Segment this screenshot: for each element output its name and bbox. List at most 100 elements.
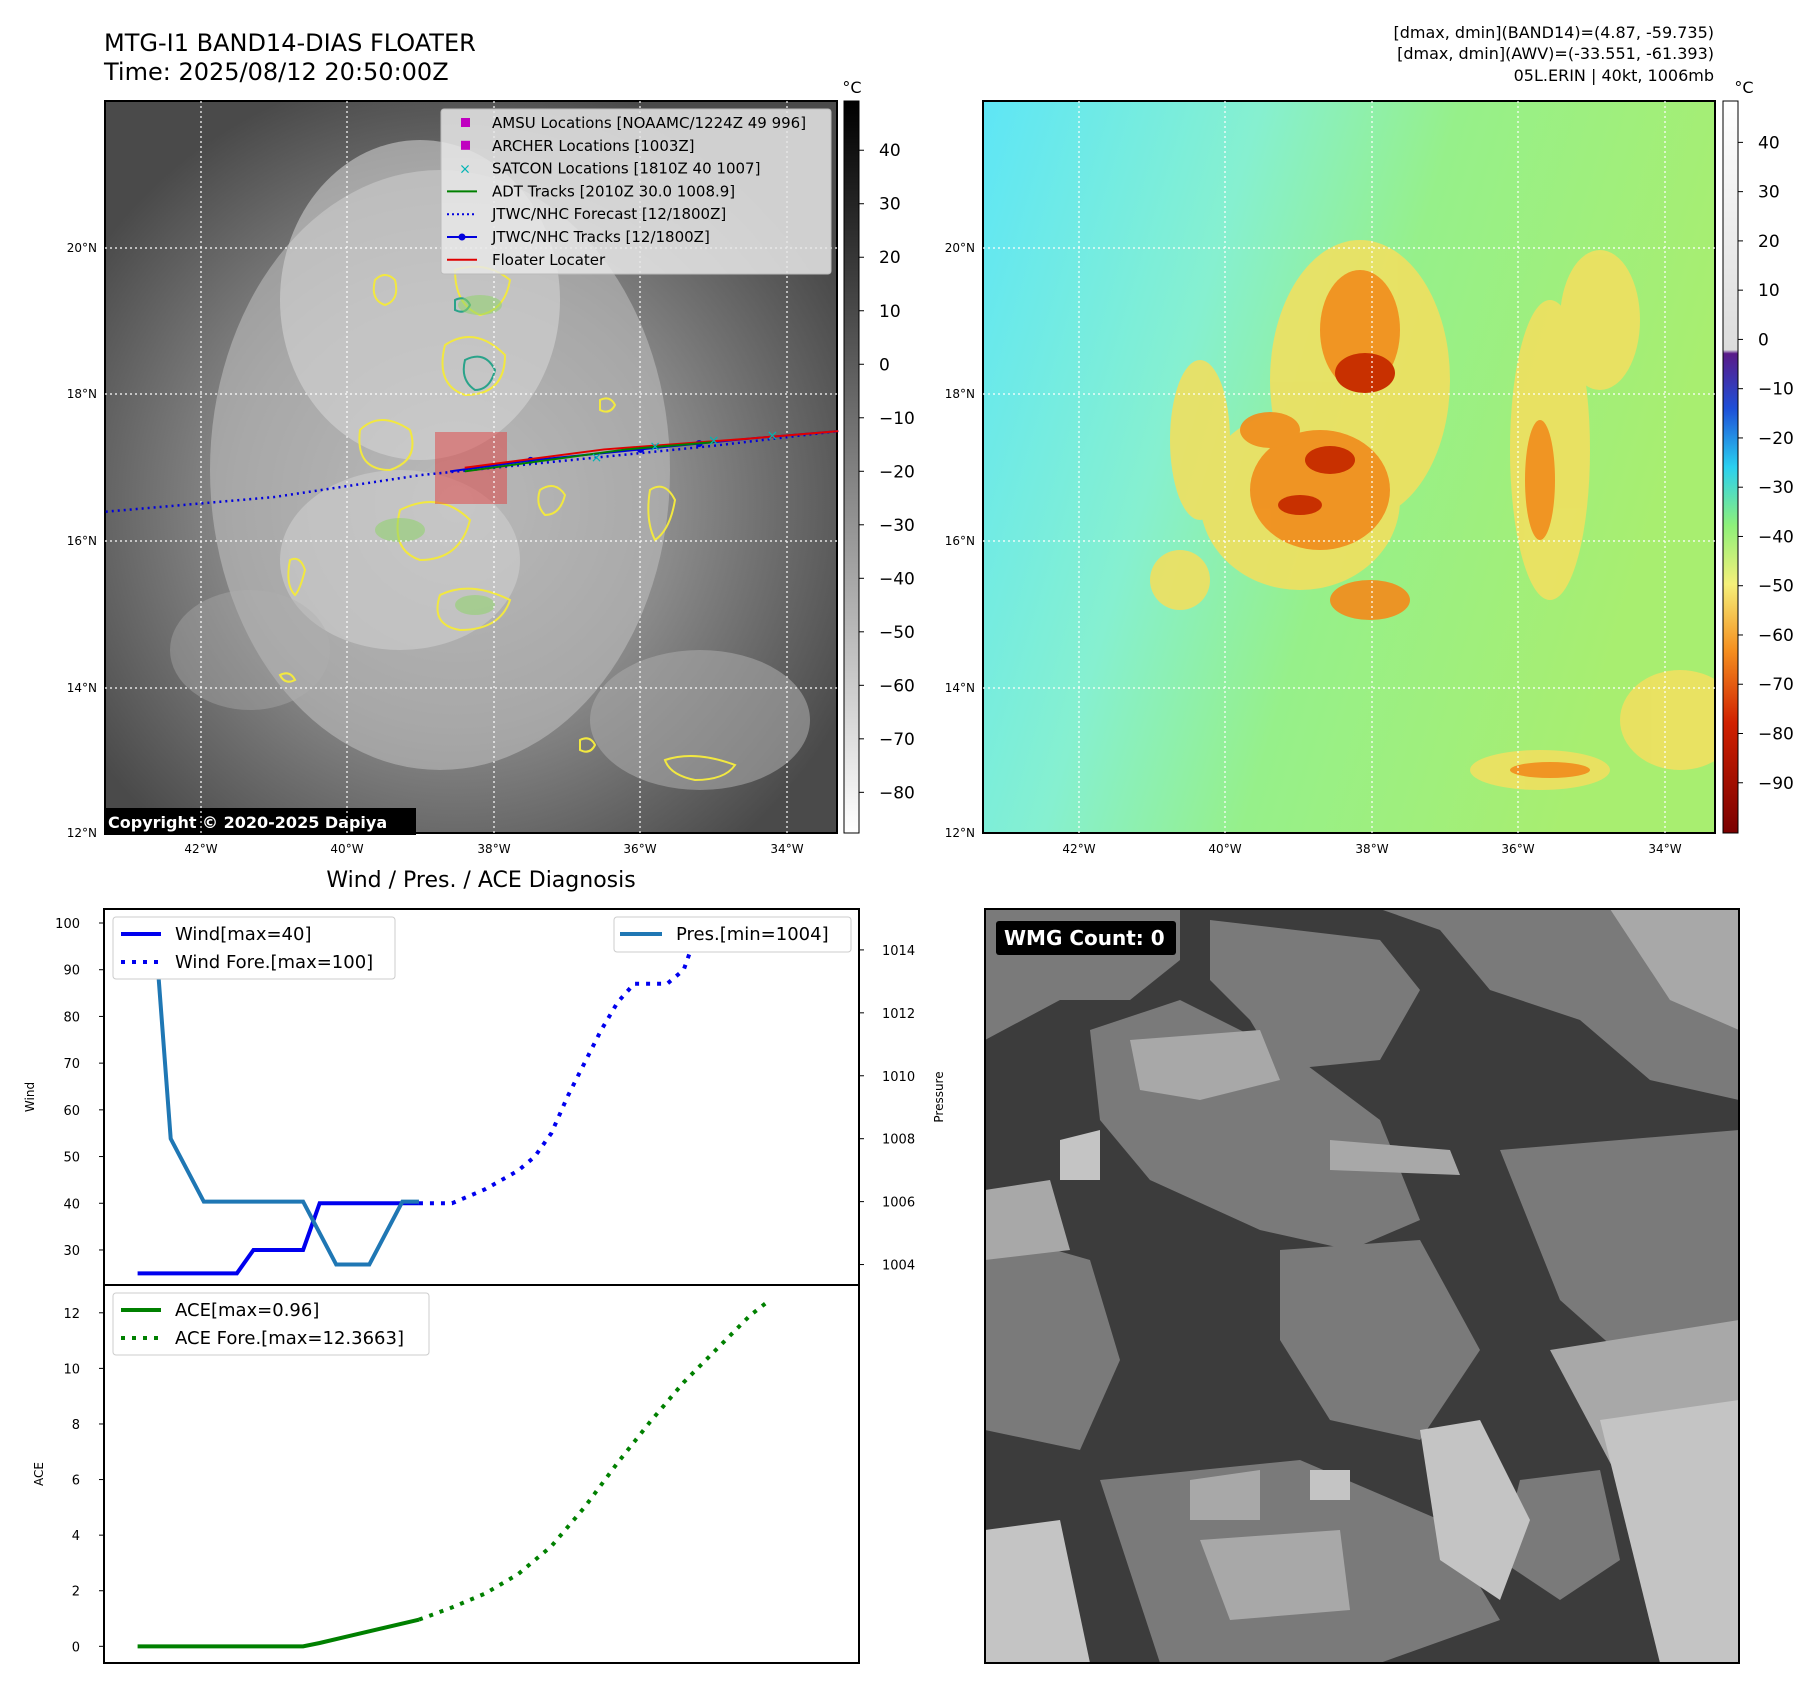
wv-colorbar-tick-label: −60: [1758, 626, 1794, 646]
wind-tick-label: 40: [63, 1197, 80, 1212]
legend-label: JTWC/NHC Forecast [12/1800Z]: [491, 205, 726, 223]
ace-tick-label: 12: [63, 1307, 80, 1322]
pressure-legend-box: [613, 916, 852, 953]
legend-label: Wind Fore.[max=100]: [175, 952, 373, 973]
ir-lon-label: 40°W: [330, 842, 363, 856]
wind-tick-label: 60: [63, 1104, 80, 1119]
series-line: [418, 922, 703, 1206]
ir-colorbar-unit: °C: [842, 78, 861, 97]
ir-colorbar-tick-label: −10: [879, 409, 915, 429]
wv-colorbar-unit: °C: [1734, 78, 1753, 97]
wv-lon-label: 40°W: [1208, 842, 1241, 856]
wv-lat-label: 20°N: [945, 241, 975, 255]
wv-lon-label: 38°W: [1355, 842, 1388, 856]
wv-lon-label: 34°W: [1648, 842, 1681, 856]
legend-x-marker: ×: [459, 162, 471, 178]
title-line-1: MTG-I1 BAND14-DIAS FLOATER: [104, 29, 476, 57]
pressure-tick-label: 1012: [882, 1007, 915, 1022]
ir-colorbar-tick-label: 40: [879, 141, 901, 161]
wind-legend: Wind[max=40] Wind Fore.[max=100]: [112, 916, 396, 980]
satcon-marker: ×: [708, 433, 720, 449]
ir-colorbar: [843, 100, 860, 834]
ir-legend-box: [440, 108, 832, 275]
wv-colorbar-tick-label: −80: [1758, 724, 1794, 744]
wv-lon-label: 36°W: [1501, 842, 1534, 856]
legend-square-marker: [461, 118, 470, 127]
ir-colorbar-tick-label: −40: [879, 569, 915, 589]
ir-lon-label: 38°W: [477, 842, 510, 856]
legend-entry: JTWC/NHC Forecast [12/1800Z]: [447, 205, 726, 223]
legend-dot: [458, 233, 466, 241]
wv-lat-label: 14°N: [945, 681, 975, 695]
series-line: [137, 1201, 419, 1276]
legend-label: ACE[max=0.96]: [175, 1300, 319, 1321]
wind-legend-box: [112, 916, 396, 980]
ir-colorbar-tick-label: −70: [879, 730, 915, 750]
legend-label: JTWC/NHC Tracks [12/1800Z]: [491, 228, 710, 246]
floater-locater-line: [464, 430, 839, 469]
pressure-tick-label: 1008: [882, 1133, 915, 1148]
stats-line-2: [dmax, dmin](AWV)=(-33.551, -61.393): [1397, 44, 1714, 63]
pressure-tick-label: 1014: [882, 944, 915, 959]
legend-label: Floater Locater: [492, 251, 606, 269]
ir-lon-label: 42°W: [184, 842, 217, 856]
legend-label: SATCON Locations [1810Z 40 1007]: [492, 160, 760, 178]
ir-lon-label: 34°W: [770, 842, 803, 856]
ace-tick-label: 0: [72, 1640, 80, 1655]
wv-colorbar-tick-label: −10: [1758, 380, 1794, 400]
ir-legend: AMSU Locations [NOAAMC/1224Z 49 996] ARCH…: [440, 108, 832, 275]
legend-label: ARCHER Locations [1003Z]: [492, 137, 695, 155]
ace-legend-box: [112, 1292, 430, 1356]
wv-lat-label: 16°N: [945, 534, 975, 548]
ir-lat-label: 18°N: [67, 387, 97, 401]
satcon-marker: ×: [766, 428, 778, 444]
legend-label: Wind[max=40]: [175, 924, 312, 945]
wind-tick-label: 30: [63, 1244, 80, 1259]
pressure-tick-label: 1010: [882, 1070, 915, 1085]
series-line: [137, 1617, 420, 1649]
wv-colorbar-tick-label: −70: [1758, 675, 1794, 695]
wv-colorbar: [1722, 100, 1739, 834]
ir-colorbar-tick-label: −50: [879, 623, 915, 643]
legend-entry: JTWC/NHC Tracks [12/1800Z]: [447, 228, 710, 246]
legend-label: AMSU Locations [NOAAMC/1224Z 49 996]: [492, 114, 806, 132]
pressure-tick-label: 1004: [882, 1259, 915, 1274]
stats-line-1: [dmax, dmin](BAND14)=(4.87, -59.735): [1394, 23, 1715, 42]
wv-colorbar-tick-label: −30: [1758, 478, 1794, 498]
ir-colorbar-tick-label: −20: [879, 462, 915, 482]
chart-title: Wind / Pres. / ACE Diagnosis: [326, 868, 635, 893]
ace-tick-label: 2: [72, 1585, 80, 1600]
legend-entry: × SATCON Locations [1810Z 40 1007]: [459, 160, 760, 178]
ir-colorbar-tick-label: −80: [879, 783, 915, 803]
ace-legend: ACE[max=0.96] ACE Fore.[max=12.3663]: [112, 1292, 430, 1356]
ace-tick-label: 6: [72, 1474, 80, 1489]
wv-colorbar-tick-label: 30: [1758, 183, 1780, 203]
ir-lat-label: 20°N: [67, 241, 97, 255]
dynamic-layer: 42°W 40°W 38°W 36°W 34°W 20°N 18°N 16°N 14°N 12°N…: [55, 101, 1794, 1655]
legend-entry: AMSU Locations [NOAAMC/1224Z 49 996]: [461, 114, 806, 132]
ir-colorbar-tick-label: 10: [879, 302, 901, 322]
wv-colorbar-tick-label: −20: [1758, 429, 1794, 449]
wv-colorbar-tick-label: −40: [1758, 527, 1794, 547]
pressure-legend: Pres.[min=1004]: [613, 916, 852, 953]
ace-tick-label: 8: [72, 1418, 80, 1433]
legend-entry: ADT Tracks [2010Z 30.0 1008.9]: [447, 182, 735, 200]
legend-entry: ARCHER Locations [1003Z]: [461, 137, 695, 155]
wind-tick-label: 50: [63, 1151, 80, 1166]
wv-lon-label: 42°W: [1062, 842, 1095, 856]
wmg-count-badge: WMG Count: 0: [1004, 926, 1165, 950]
wv-colorbar-tick-label: 0: [1758, 330, 1769, 350]
ir-colorbar-tick-label: −30: [879, 516, 915, 536]
adt-track: [464, 441, 714, 473]
legend-entry: Floater Locater: [447, 251, 606, 269]
ir-colorbar-tick-label: 20: [879, 248, 901, 268]
wv-colorbar-tick-label: 40: [1758, 133, 1780, 153]
wind-tick-label: 80: [63, 1010, 80, 1025]
ace-tick-label: 4: [72, 1529, 80, 1544]
satcon-marker: ×: [649, 439, 661, 455]
pressure-axis-label: Pressure: [932, 1071, 946, 1122]
ir-lat-label: 14°N: [67, 681, 97, 695]
title-line-2: Time: 2025/08/12 20:50:00Z: [103, 58, 449, 86]
series-line: [137, 916, 419, 1267]
